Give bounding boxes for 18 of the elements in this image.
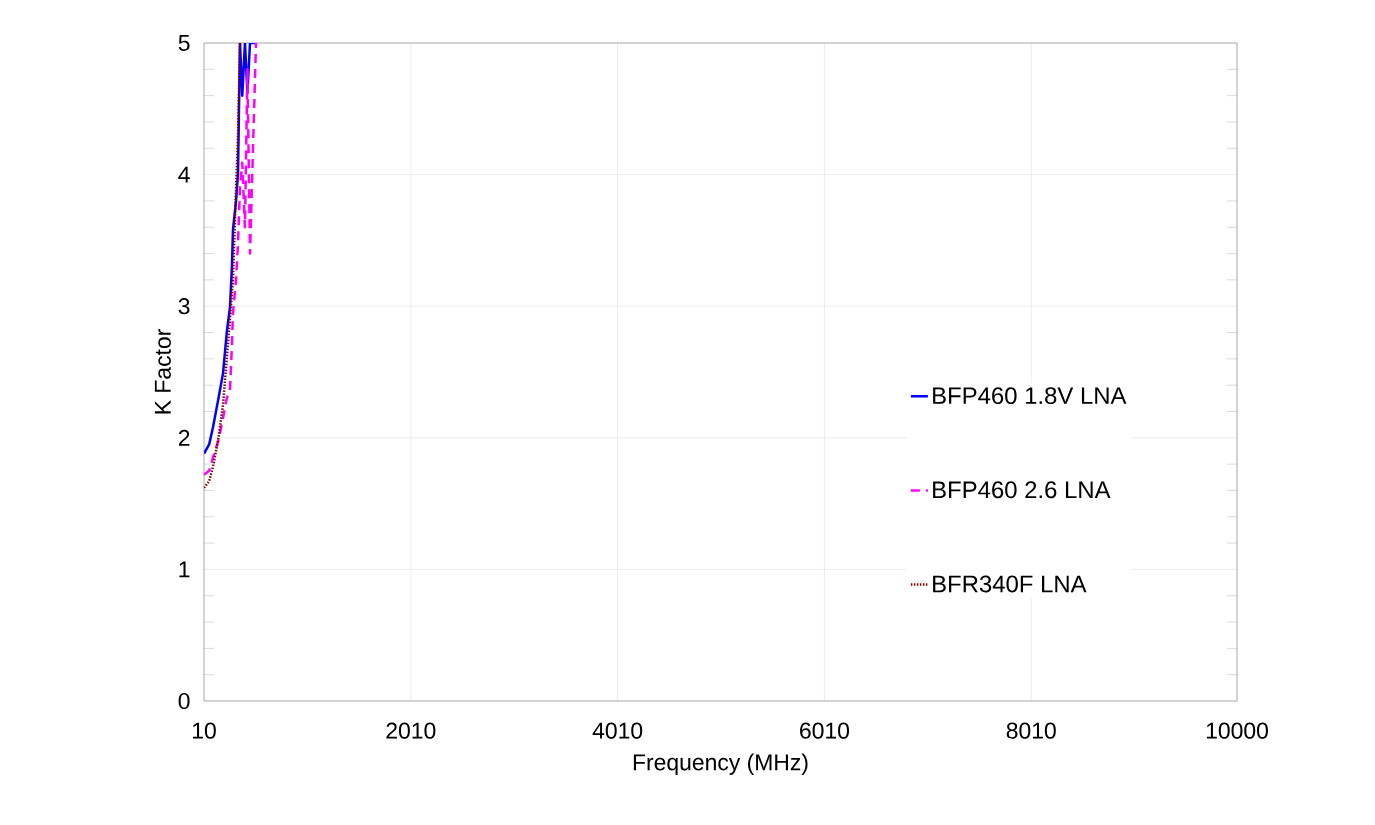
y-tick-label: 2 (178, 429, 190, 446)
line-series (204, 43, 242, 490)
x-tick-label: 8010 (1006, 722, 1056, 739)
x-tick-label: 6010 (800, 722, 850, 739)
x-tick-label: 10 (193, 722, 216, 739)
y-tick-label: 3 (178, 298, 190, 315)
y-tick-label: 1 (179, 561, 190, 578)
x-axis-title: Frequency (MHz) (633, 753, 808, 775)
legend-label: BFR340F LNA (933, 575, 1087, 593)
x-tick-label: 2010 (386, 722, 436, 739)
x-tick-label: 10000 (1206, 722, 1268, 739)
y-axis-title: K Factor (154, 329, 171, 414)
legend-label: BFP460 1.8V LNA (933, 387, 1127, 405)
y-tick-label: 5 (178, 35, 190, 51)
x-tick-label: 4010 (592, 722, 643, 739)
y-tick-label: 4 (178, 166, 190, 183)
legend-label: BFP460 2.6 LNA (933, 481, 1111, 499)
y-tick-label: 0 (178, 692, 190, 710)
